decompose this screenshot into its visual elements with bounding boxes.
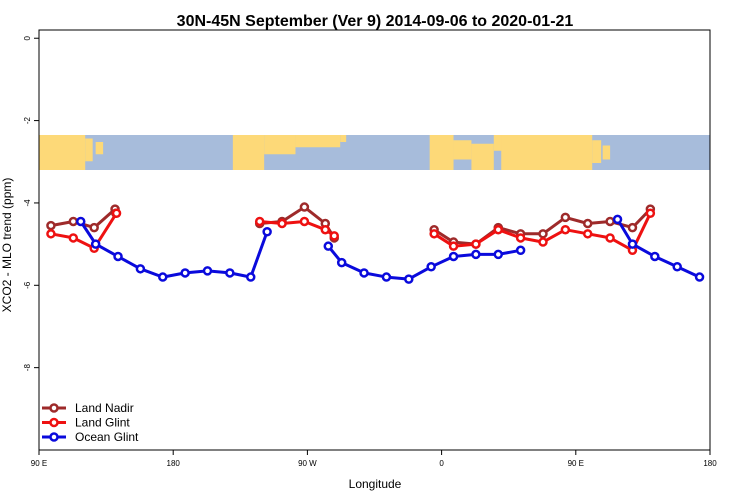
chart-title: 30N-45N September (Ver 9) 2014-09-06 to … xyxy=(177,13,574,30)
data-point xyxy=(471,239,481,249)
x-tick-label: 90 E xyxy=(31,459,47,468)
data-point xyxy=(113,251,123,262)
data-point xyxy=(46,220,56,231)
land-mass xyxy=(295,135,341,148)
data-point xyxy=(448,241,459,251)
legend-label: Ocean Glint xyxy=(75,430,139,444)
x-tick-label: 90 E xyxy=(568,459,584,468)
land-mass xyxy=(602,145,611,160)
data-point xyxy=(612,214,623,225)
data-point xyxy=(515,245,526,256)
x-axis-label: Longitude xyxy=(349,477,402,491)
data-point xyxy=(90,239,101,249)
legend-marker xyxy=(49,432,59,442)
series-land-nadir xyxy=(46,202,656,249)
land-mass xyxy=(95,142,104,155)
data-point xyxy=(650,251,660,262)
series-ocean-glint xyxy=(76,214,705,284)
land-mass xyxy=(471,143,494,170)
data-point xyxy=(645,208,656,218)
legend-marker xyxy=(49,403,59,413)
data-point xyxy=(627,222,638,233)
land-mass xyxy=(592,140,602,163)
series-line xyxy=(50,212,118,250)
land-mass xyxy=(429,135,454,170)
data-point xyxy=(359,268,369,278)
data-point xyxy=(299,202,310,212)
world-map-band xyxy=(39,135,710,170)
data-point xyxy=(381,272,392,282)
data-point xyxy=(426,262,436,272)
x-tick-label: 0 xyxy=(439,459,444,468)
y-axis-label: XCO2 - MLO trend (ppm) xyxy=(0,178,14,313)
land-mass xyxy=(39,135,86,170)
series-land-glint xyxy=(46,208,656,256)
land-mass xyxy=(501,135,593,170)
legend-marker xyxy=(49,417,59,428)
data-point xyxy=(329,231,339,241)
data-point xyxy=(582,229,593,239)
data-point xyxy=(245,272,256,282)
y-tick-label: -4 xyxy=(23,199,32,207)
data-point xyxy=(605,233,615,243)
land-mass xyxy=(264,135,296,155)
data-point xyxy=(471,249,481,260)
data-point xyxy=(493,249,504,260)
data-point xyxy=(515,233,526,243)
x-tick-label: 180 xyxy=(703,459,717,468)
plot-frame xyxy=(38,29,711,451)
data-point xyxy=(336,257,347,268)
data-point xyxy=(538,229,548,239)
land-mass xyxy=(85,138,93,162)
data-point xyxy=(180,268,190,278)
y-tick-label: -6 xyxy=(23,281,32,289)
data-point xyxy=(68,216,79,227)
data-point xyxy=(582,218,593,229)
y-axis: 0 -2 -4 -6 -8 xyxy=(23,35,39,371)
data-point xyxy=(111,208,122,218)
x-tick-label: 90 W xyxy=(298,459,317,468)
data-point xyxy=(225,268,235,278)
data-point xyxy=(76,216,86,227)
data-point xyxy=(429,229,439,239)
x-tick-label: 180 xyxy=(167,459,181,468)
data-point xyxy=(605,216,615,227)
data-point xyxy=(627,239,638,249)
y-tick-label: 0 xyxy=(23,35,32,40)
data-point xyxy=(320,224,331,235)
data-point xyxy=(560,224,571,235)
series-line xyxy=(79,220,269,279)
data-point xyxy=(493,224,504,235)
data-point xyxy=(135,264,146,274)
land-mass xyxy=(232,135,265,170)
data-point xyxy=(262,227,272,237)
y-tick-label: -8 xyxy=(23,364,32,372)
data-point xyxy=(46,229,56,239)
y-tick-label: -2 xyxy=(23,116,32,124)
data-point xyxy=(277,218,287,229)
data-point xyxy=(694,272,705,282)
land-mass xyxy=(340,135,347,142)
legend-label: Land Nadir xyxy=(75,401,134,415)
data-point xyxy=(254,216,265,227)
series-line xyxy=(327,245,521,281)
data-point xyxy=(448,251,459,262)
data-point xyxy=(404,274,414,284)
data-point xyxy=(560,212,571,223)
legend-label: Land Glint xyxy=(75,416,130,430)
data-point xyxy=(202,266,213,276)
data-point xyxy=(672,262,682,272)
data-point xyxy=(299,216,310,227)
data-point xyxy=(323,241,334,251)
data-point xyxy=(68,233,79,243)
land-mass xyxy=(453,140,472,160)
data-point xyxy=(89,222,99,233)
data-point xyxy=(158,272,168,282)
data-point xyxy=(538,237,548,247)
x-axis: 90 E 180 90 W 0 90 E 180 xyxy=(31,450,717,468)
series-layer xyxy=(46,202,705,284)
map-land xyxy=(39,135,611,170)
